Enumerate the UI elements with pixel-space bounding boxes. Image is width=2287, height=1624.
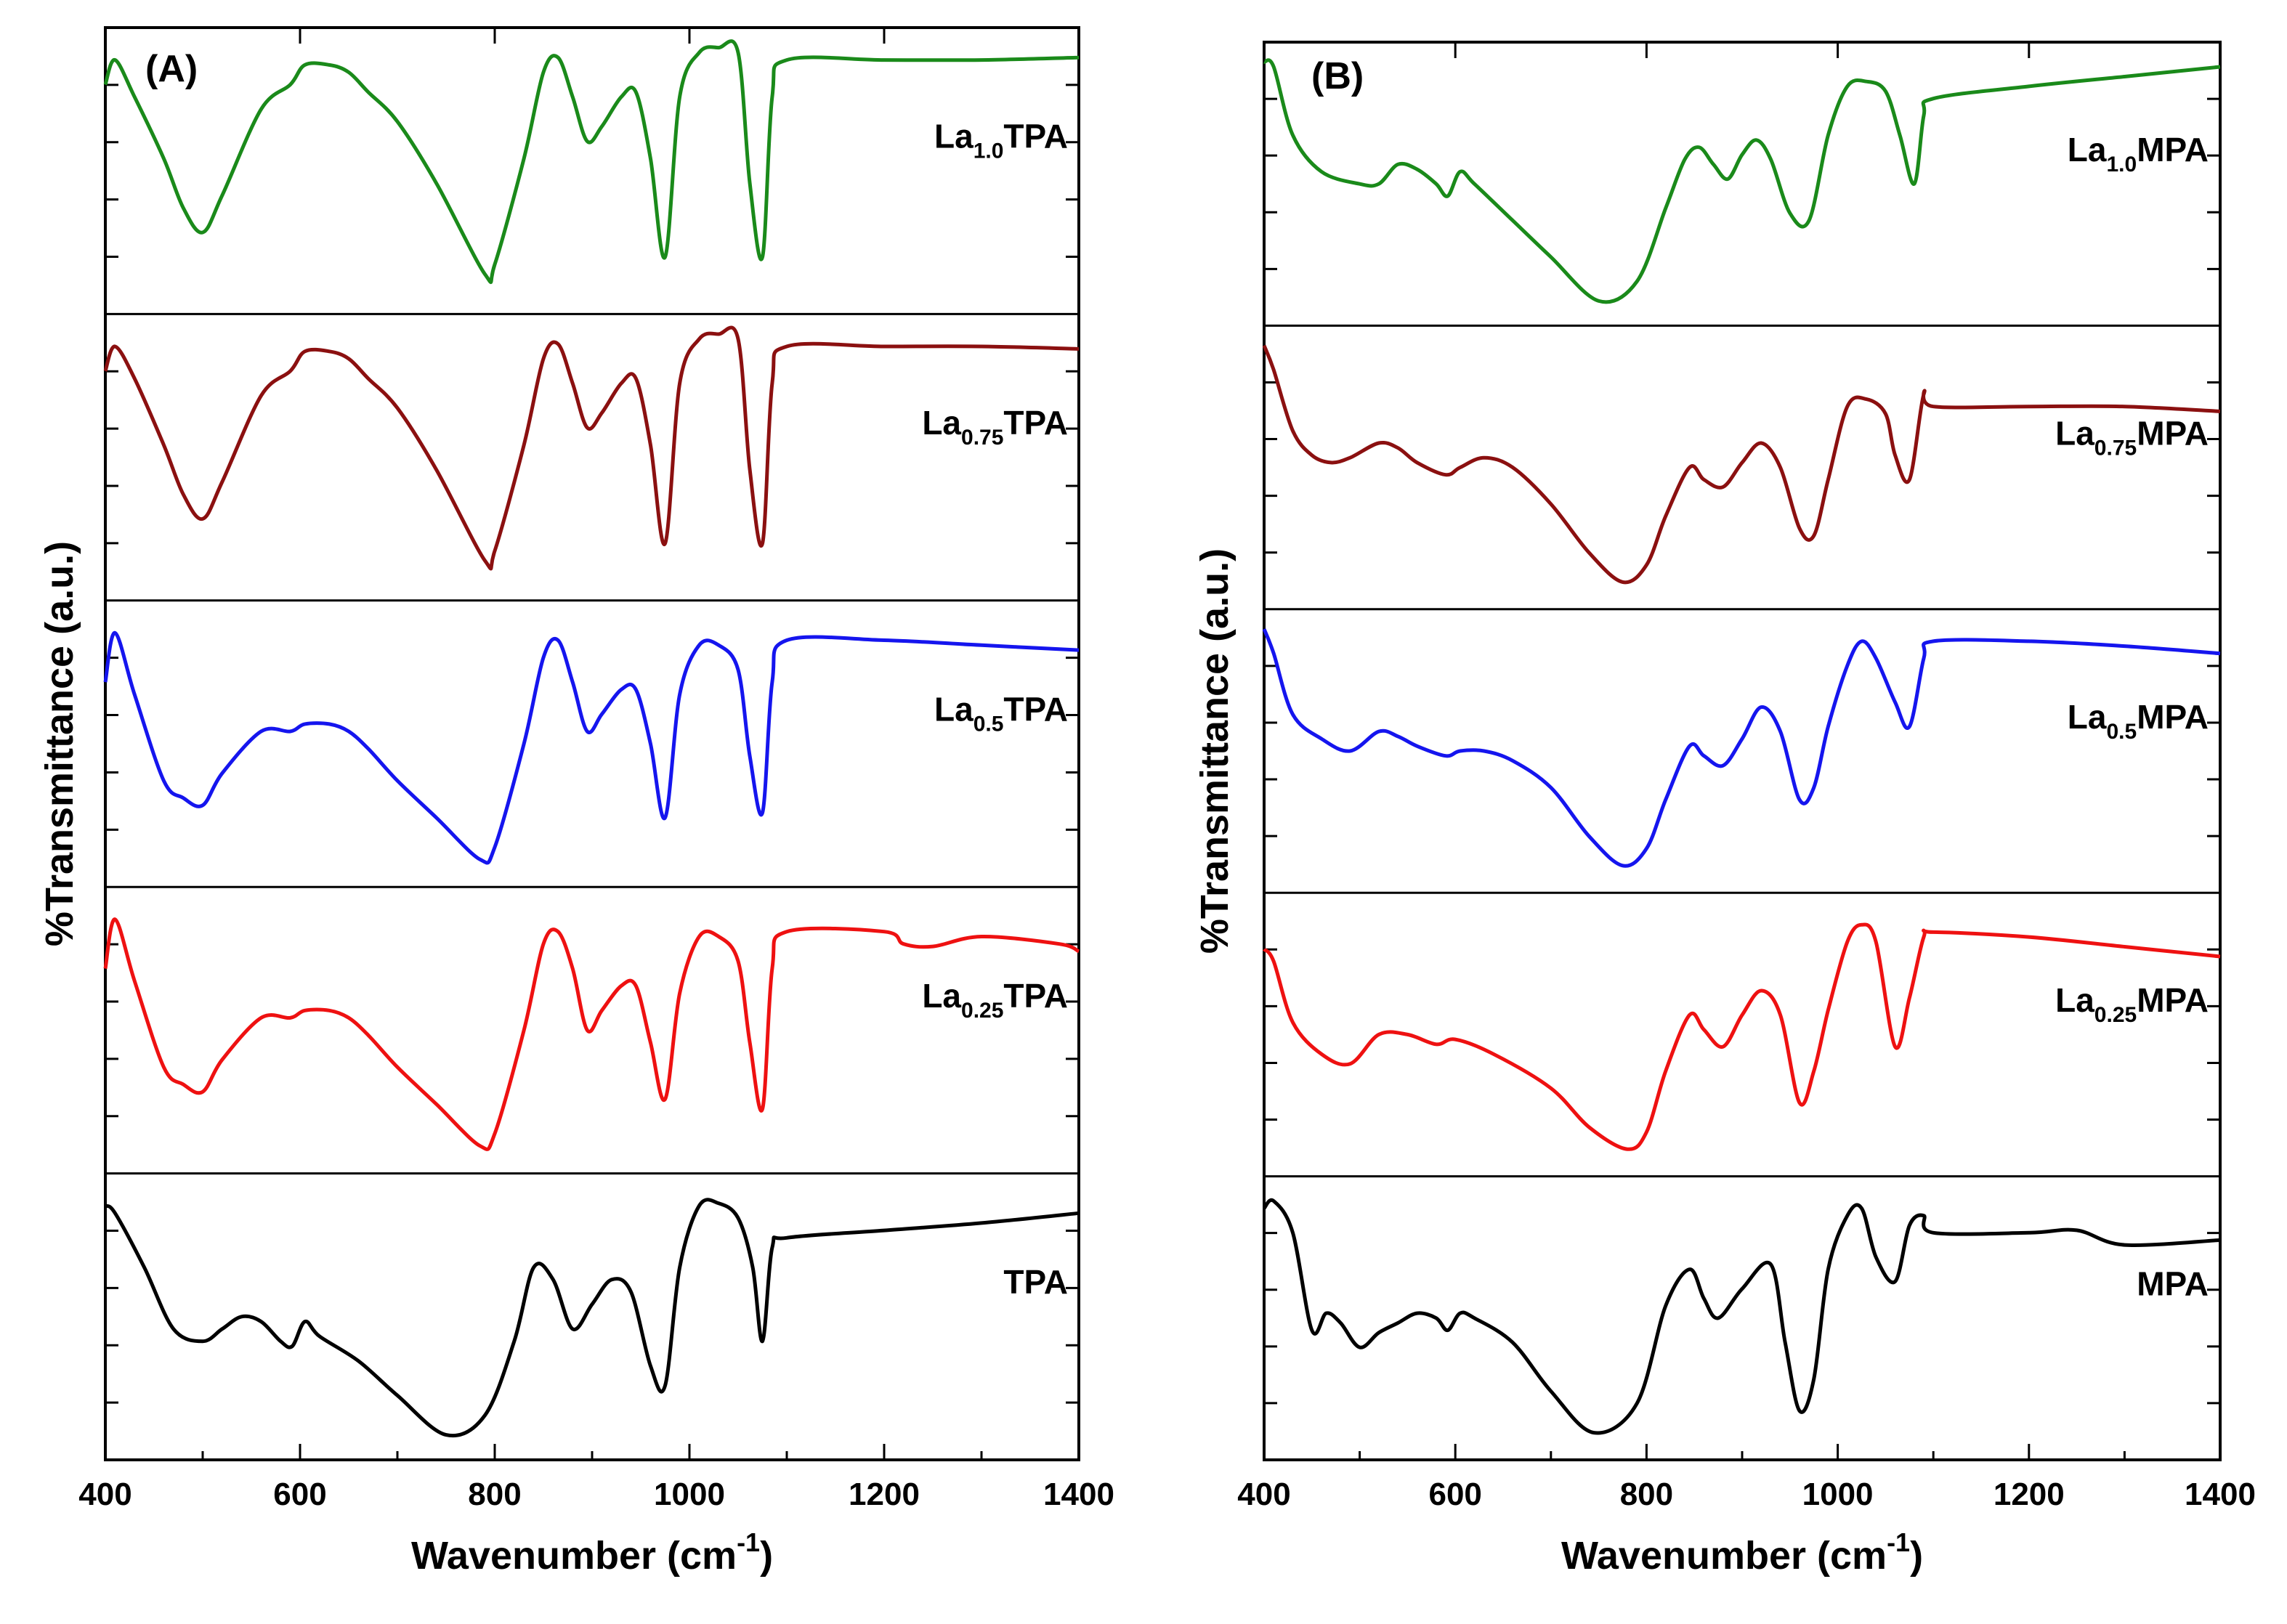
series-La0_5MPA-panel: La0.5MPA — [1262, 608, 2221, 868]
series-label-sub: 1.0 — [2106, 153, 2137, 176]
series-label-sub: 0.5 — [974, 712, 1004, 736]
series-line-La0_25MPA — [1263, 922, 2221, 1151]
series-label-main: La — [2055, 414, 2094, 452]
series-label-La0_5TPA: La0.5TPA — [934, 690, 1068, 736]
x-tick-label: 1400 — [2185, 1477, 2256, 1512]
panel-label: (A) — [145, 48, 198, 90]
series-line-La0_5MPA — [1262, 628, 2221, 868]
x-axis-title: Wavenumber (cm-1) — [1561, 1527, 1923, 1578]
series-line-TPA — [104, 1198, 1080, 1438]
series-label-La1_0MPA: La1.0MPA — [2068, 131, 2209, 176]
series-label-main: TPA — [1003, 1263, 1068, 1301]
x-tick-label: 600 — [273, 1477, 326, 1512]
series-La0_25MPA-panel: La0.25MPA — [1263, 891, 2221, 1151]
series-label-tail: MPA — [2137, 414, 2209, 452]
series-label-tail: TPA — [1003, 118, 1068, 155]
x-tick-label: 400 — [1237, 1477, 1290, 1512]
series-label-main: La — [2068, 698, 2107, 736]
x-tick-label: 1000 — [1802, 1477, 1874, 1512]
x-tick-label: 1400 — [1043, 1477, 1114, 1512]
series-label-MPA: MPA — [2137, 1265, 2209, 1303]
series-line-La1_0TPA — [103, 39, 1080, 285]
x-tick-label: 1200 — [849, 1477, 920, 1512]
series-MPA-panel: MPA — [1263, 1175, 2221, 1435]
series-label-tail: TPA — [1003, 690, 1068, 728]
series-label-tail: MPA — [2137, 698, 2209, 736]
series-label-main: La — [2055, 981, 2094, 1019]
series-label-main: La — [922, 977, 961, 1015]
series-label-tail: MPA — [2137, 981, 2209, 1019]
series-label-La0_75TPA: La0.75TPA — [922, 404, 1068, 450]
x-tick-label: 1200 — [1993, 1477, 2065, 1512]
plot-frame — [1263, 41, 2222, 1461]
x-axis-title: Wavenumber (cm-1) — [411, 1527, 773, 1578]
series-La0_25TPA-panel: La0.25TPA — [103, 885, 1080, 1151]
series-line-La1_0MPA — [1263, 58, 2221, 304]
series-line-La0_75TPA — [103, 325, 1080, 571]
x-tick-label: 1000 — [654, 1477, 725, 1512]
panel-label: (B) — [1311, 55, 1364, 97]
series-line-La0_75MPA — [1262, 344, 2221, 585]
series-label-sub: 0.25 — [2094, 1003, 2137, 1027]
series-label-sub: 0.75 — [961, 426, 1003, 450]
chart-panel-b: La1.0MPALa0.75MPALa0.5MPALa0.25MPAMPA400… — [1193, 41, 2256, 1578]
plot-frame — [104, 26, 1080, 1461]
series-line-MPA — [1263, 1198, 2221, 1435]
series-La0_75TPA-panel: La0.75TPA — [103, 312, 1080, 571]
series-label-sub: 1.0 — [974, 139, 1004, 163]
x-tick-label: 800 — [468, 1477, 521, 1512]
series-label-La1_0TPA: La1.0TPA — [934, 118, 1068, 163]
x-tick-label: 400 — [78, 1477, 131, 1512]
series-label-sub: 0.75 — [2094, 436, 2137, 460]
y-axis-title: %Transmittance (a.u.) — [38, 541, 81, 946]
y-axis-title: %Transmittance (a.u.) — [1193, 548, 1236, 954]
series-label-La0_5MPA: La0.5MPA — [2068, 698, 2209, 744]
series-La1_0TPA-panel: La1.0TPA — [103, 39, 1080, 285]
series-line-La0_5TPA — [103, 630, 1080, 865]
series-label-main: La — [922, 404, 961, 442]
series-label-main: MPA — [2137, 1265, 2209, 1303]
series-label-main: La — [2068, 131, 2107, 169]
series-label-La0_25MPA: La0.25MPA — [2055, 981, 2209, 1027]
series-La0_5TPA-panel: La0.5TPA — [103, 599, 1080, 865]
series-label-sub: 0.5 — [2106, 720, 2137, 744]
series-label-main: La — [934, 118, 974, 155]
series-line-La0_25TPA — [103, 917, 1080, 1151]
series-label-sub: 0.25 — [961, 999, 1003, 1023]
series-label-main: La — [934, 690, 974, 728]
x-tick-label: 600 — [1428, 1477, 1481, 1512]
series-label-tail: TPA — [1003, 404, 1068, 442]
series-label-tail: MPA — [2137, 131, 2209, 169]
series-label-La0_75MPA: La0.75MPA — [2055, 414, 2209, 460]
series-La1_0MPA-panel: La1.0MPA — [1263, 58, 2221, 304]
series-label-La0_25TPA: La0.25TPA — [922, 977, 1068, 1023]
series-TPA-panel: TPA — [104, 1172, 1080, 1438]
series-label-TPA: TPA — [1003, 1263, 1068, 1301]
series-La0_75MPA-panel: La0.75MPA — [1262, 324, 2221, 585]
x-tick-label: 800 — [1620, 1477, 1673, 1512]
series-label-tail: TPA — [1003, 977, 1068, 1015]
chart-panel-a: La1.0TPALa0.75TPALa0.5TPALa0.25TPATPA400… — [38, 26, 1114, 1578]
